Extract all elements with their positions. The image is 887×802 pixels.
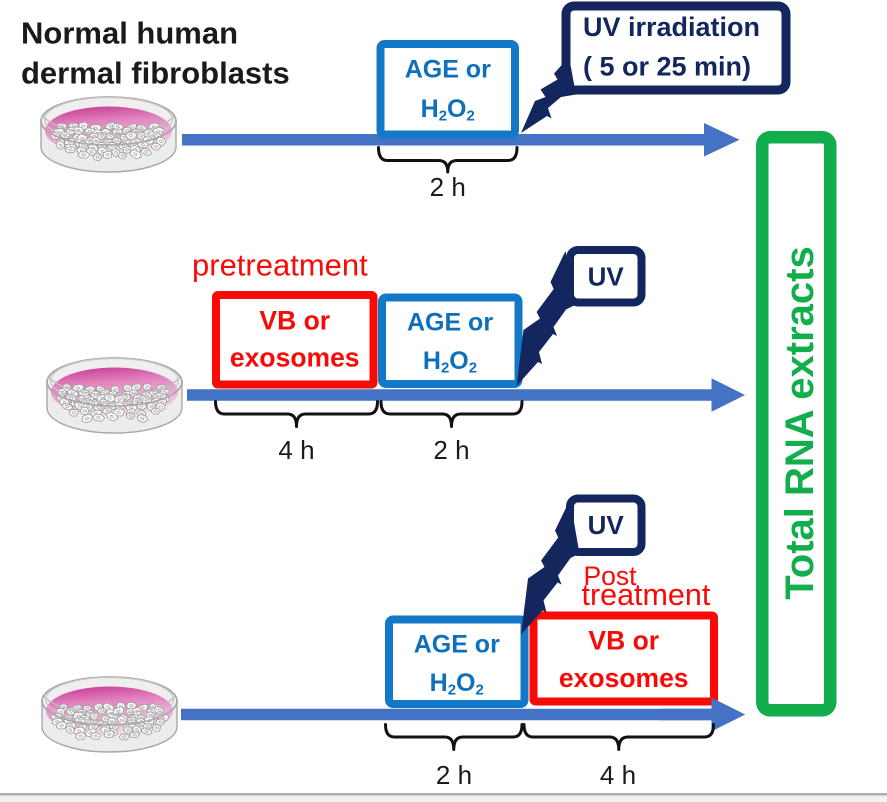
- svg-text:H2O2: H2O2: [423, 347, 477, 377]
- svg-text:AGE or: AGE or: [414, 631, 500, 659]
- svg-text:Normal human: Normal human: [21, 16, 238, 51]
- svg-text:2 h: 2 h: [430, 172, 466, 202]
- svg-text:treatment: treatment: [582, 578, 711, 612]
- svg-text:4 h: 4 h: [600, 760, 636, 790]
- svg-text:VB or: VB or: [588, 626, 659, 656]
- svg-text:( 5 or 25 min): ( 5 or 25 min): [583, 52, 751, 82]
- svg-text:exosomes: exosomes: [230, 343, 360, 373]
- svg-text:AGE or: AGE or: [407, 309, 493, 337]
- svg-text:exosomes: exosomes: [559, 663, 689, 693]
- svg-text:UV: UV: [588, 262, 625, 292]
- svg-text:VB or: VB or: [259, 306, 330, 336]
- svg-text:2 h: 2 h: [436, 760, 472, 790]
- svg-text:pretreatment: pretreatment: [192, 248, 368, 283]
- svg-text:2 h: 2 h: [433, 435, 469, 465]
- svg-text:dermal fibroblasts: dermal fibroblasts: [21, 56, 290, 91]
- svg-text:4 h: 4 h: [278, 435, 314, 465]
- svg-text:Total RNA extracts: Total RNA extracts: [778, 246, 822, 599]
- svg-text:AGE or: AGE or: [405, 56, 491, 84]
- svg-text:Post: Post: [584, 561, 638, 591]
- svg-text:H2O2: H2O2: [421, 95, 475, 125]
- svg-text:H2O2: H2O2: [430, 669, 484, 699]
- svg-text:UV irradiation: UV irradiation: [583, 12, 760, 42]
- svg-text:UV: UV: [588, 510, 625, 540]
